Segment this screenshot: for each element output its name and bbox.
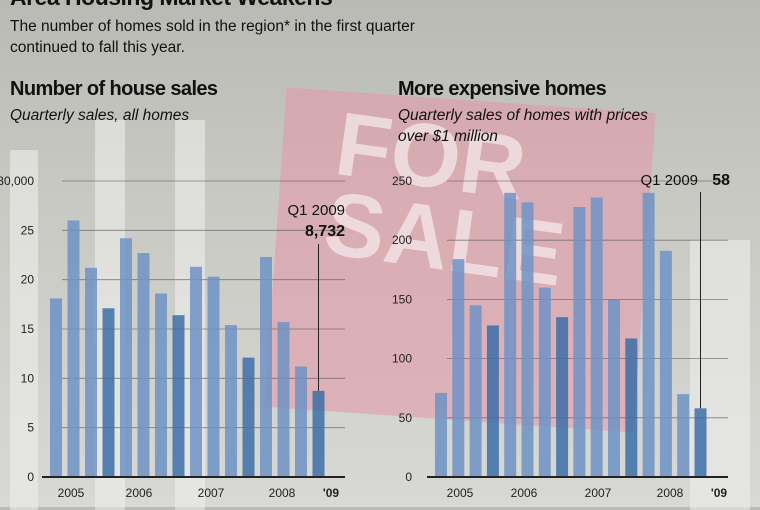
y-tick-label: 15 xyxy=(21,322,35,336)
chart2-title: More expensive homes xyxy=(398,78,607,100)
bar xyxy=(538,287,551,477)
bar xyxy=(435,392,447,477)
bar xyxy=(85,267,97,477)
bar xyxy=(190,266,202,477)
y-tick-label: 20 xyxy=(21,273,35,287)
bar xyxy=(694,408,707,477)
y-tick-label: 0 xyxy=(27,470,34,484)
chart1-title: Number of house sales xyxy=(10,78,218,100)
bar xyxy=(677,394,690,477)
bar xyxy=(452,259,465,477)
year-label: 2005 xyxy=(447,486,474,500)
bar xyxy=(642,192,655,477)
bar xyxy=(102,308,115,477)
y-tick-label: 50 xyxy=(399,411,413,425)
bar xyxy=(155,293,167,477)
bar xyxy=(242,357,255,477)
chart2-subtitle: Quarterly sales of homes with prices ove… xyxy=(398,107,648,145)
bar xyxy=(486,325,499,477)
annotation-label: Q1 2009 xyxy=(640,172,698,189)
bar xyxy=(469,305,482,477)
bar xyxy=(312,390,325,477)
bar xyxy=(521,202,534,477)
bar xyxy=(207,276,220,477)
bar xyxy=(608,299,620,477)
bar xyxy=(260,256,272,477)
year-label: '09 xyxy=(323,486,340,500)
bar xyxy=(277,322,290,477)
year-label: '09 xyxy=(711,486,728,500)
y-tick-label: 200 xyxy=(392,233,412,247)
y-tick-label: 10 xyxy=(21,371,35,385)
chart1-subtitle: Quarterly sales, all homes xyxy=(10,107,190,124)
bar xyxy=(659,250,672,477)
bar xyxy=(625,338,638,477)
year-label: 2006 xyxy=(126,486,153,500)
annotation-value: 8,732 xyxy=(305,223,345,240)
year-label: 2008 xyxy=(269,486,296,500)
bar xyxy=(504,192,517,477)
bar xyxy=(172,315,185,477)
y-tick-label: 5 xyxy=(27,421,34,435)
year-label: 2008 xyxy=(657,486,684,500)
y-tick-label: 25 xyxy=(21,223,35,237)
annotation-value: 58 xyxy=(712,172,730,189)
bar xyxy=(590,197,603,478)
intro-text: The number of homes sold in the region* … xyxy=(10,18,415,56)
bar xyxy=(573,207,586,477)
bar xyxy=(137,253,150,477)
bar xyxy=(225,325,237,477)
y-tick-label: 0 xyxy=(405,470,412,484)
bar xyxy=(120,238,132,477)
annotation-label: Q1 2009 xyxy=(287,202,345,219)
bar xyxy=(556,317,569,477)
y-tick-label: 100 xyxy=(392,352,412,366)
year-label: 2005 xyxy=(58,486,85,500)
y-tick-label: 250 xyxy=(392,174,412,188)
year-label: 2007 xyxy=(585,486,612,500)
bar xyxy=(50,298,62,477)
year-label: 2007 xyxy=(198,486,225,500)
bar xyxy=(295,366,307,477)
fence-post xyxy=(10,150,38,510)
bar xyxy=(67,220,80,477)
y-tick-label: 30,000 xyxy=(0,174,34,188)
y-tick-label: 150 xyxy=(392,292,412,306)
page-title: Area Housing Market Weakens xyxy=(10,0,333,11)
year-label: 2006 xyxy=(511,486,538,500)
